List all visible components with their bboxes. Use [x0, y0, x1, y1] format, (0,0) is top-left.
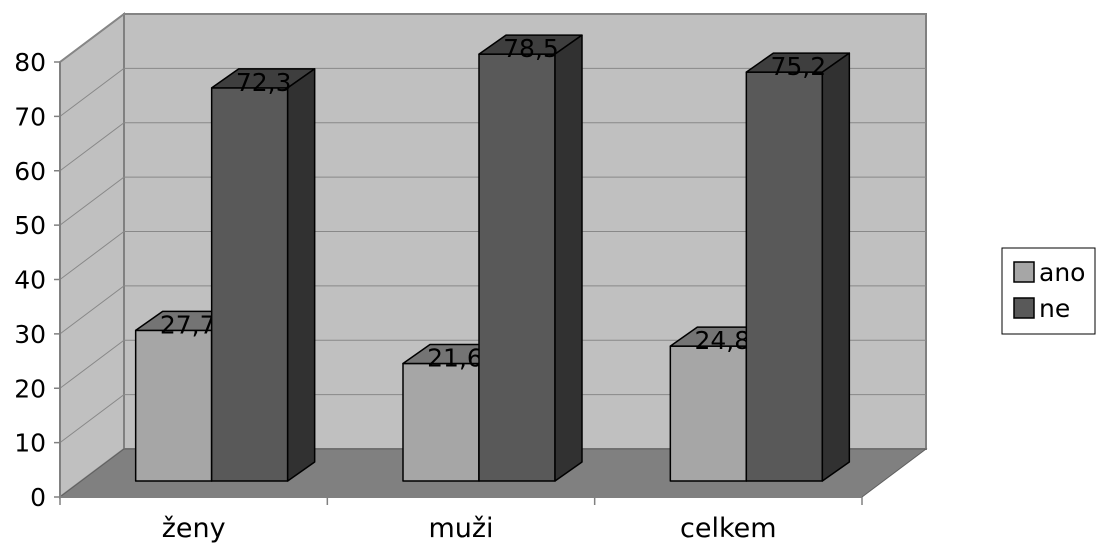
gridline: [59, 285, 926, 335]
bar-side-ne-muži: [554, 34, 583, 482]
y-tick-label: 50: [14, 211, 46, 240]
y-tick-label: 20: [14, 374, 46, 403]
data-label-ne-celkem: 75,2: [770, 52, 826, 81]
data-label-ano-celkem: 24,8: [694, 326, 750, 355]
legend-label-ne: ne: [1039, 294, 1070, 323]
y-tick-label: 10: [14, 429, 46, 458]
y-tick-label: 40: [14, 266, 46, 295]
legend-label-ano: ano: [1039, 258, 1085, 287]
x-axis: ženy muži celkem: [59, 496, 863, 544]
legend-swatch-ano: [1013, 261, 1035, 283]
gridline: [59, 339, 926, 389]
data-label-ano-muži: 21,6: [427, 344, 483, 373]
data-label-ano-ženy: 27,7: [160, 310, 216, 339]
bar-ne-celkem: [745, 71, 824, 482]
gridline: [59, 394, 926, 444]
gridline: [59, 176, 926, 226]
bar-ne-ženy: [210, 87, 289, 482]
legend-swatch-ne: [1013, 297, 1035, 319]
bar-side-ne-ženy: [286, 68, 316, 482]
y-tick-label: 30: [14, 320, 46, 349]
bar-ano-ženy: [134, 329, 213, 482]
y-axis: 0 10 20 30 40 50 60 70 80: [14, 48, 61, 512]
bar-side-ne-celkem: [821, 52, 851, 482]
bars: 27,7 72,3 21,6 78,5 24,8 75,2: [134, 34, 851, 482]
x-tick-label: muži: [428, 513, 493, 544]
bar-ano-muži: [402, 362, 480, 482]
gridline: [59, 67, 926, 117]
x-tick-label: celkem: [680, 513, 777, 544]
bar-ano-celkem: [669, 345, 748, 482]
y-tick-label: 0: [30, 483, 46, 512]
bar-ne-muži: [478, 53, 556, 482]
y-tick-label: 70: [14, 102, 46, 131]
gridline: [59, 231, 926, 280]
y-tick-label: 80: [14, 48, 46, 77]
data-label-ne-muži: 78,5: [503, 34, 559, 63]
legend: ano ne: [1001, 247, 1096, 335]
gridline: [59, 122, 926, 172]
x-tick-label: ženy: [162, 513, 226, 544]
gridline: [59, 13, 926, 63]
data-label-ne-ženy: 72,3: [236, 68, 292, 97]
y-tick-label: 60: [14, 157, 46, 186]
